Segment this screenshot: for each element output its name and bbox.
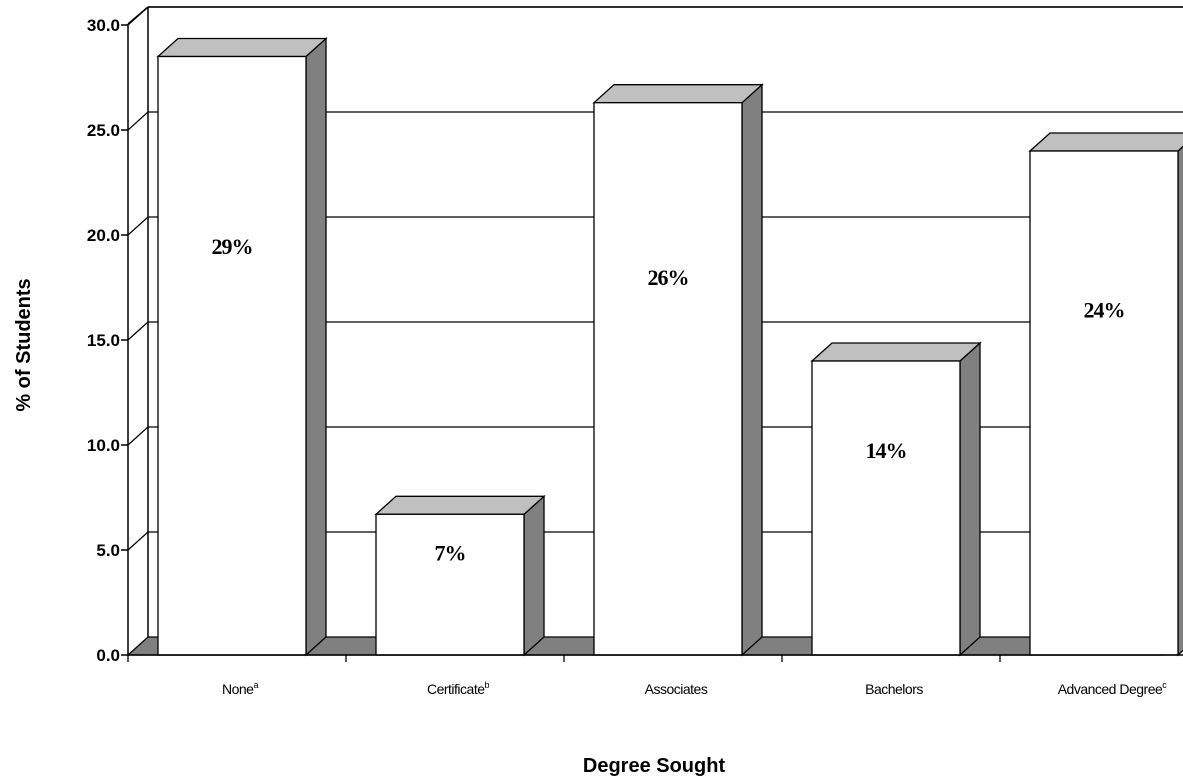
bar-face [593, 102, 743, 656]
x-category-label: Certificateb [427, 680, 490, 697]
x-category-label: Nonea [222, 680, 258, 697]
y-tick-label: 10.0 [87, 436, 120, 455]
category-name: Certificate [427, 681, 485, 697]
bar-face [157, 55, 307, 656]
bar-face [811, 360, 961, 656]
x-category-labels: Nonea Certificateb Associates Bachelors Adva… [222, 680, 1168, 697]
category-name: Advanced Degree [1058, 681, 1163, 697]
bar-top [156, 37, 328, 58]
y-axis-depth [127, 6, 149, 25]
bar [156, 37, 328, 657]
bar [592, 83, 764, 657]
bar-side [523, 494, 545, 657]
category-footnote-marker: b [485, 680, 490, 690]
y-tick-labels: 0.0 5.0 10.0 15.0 20.0 25.0 30.0 [87, 16, 120, 665]
bar-side [741, 83, 763, 657]
data-label: 14% [866, 438, 907, 463]
axis-layer [121, 6, 1183, 662]
category-name: None [222, 681, 254, 697]
bar-face [375, 513, 525, 656]
y-tick-label: 0.0 [96, 646, 120, 665]
y-tick-label: 15.0 [87, 331, 120, 350]
data-label: 26% [648, 265, 689, 290]
bar-top [1028, 132, 1183, 152]
gridline-side [127, 426, 149, 446]
x-axis-title: Degree Sought [583, 755, 726, 777]
bar-top [374, 495, 546, 515]
gridline-side [127, 111, 149, 131]
data-labels: 29% 7% 26% 14% 24% [212, 234, 1126, 566]
bars-layer [156, 37, 1183, 657]
bar-side [305, 37, 327, 657]
gridline-side [127, 531, 149, 551]
category-name: Bachelors [865, 681, 923, 697]
y-tick-label: 25.0 [87, 121, 120, 140]
category-footnote-marker: a [253, 680, 258, 690]
y-tick-label: 20.0 [87, 226, 120, 245]
data-label: 7% [435, 541, 466, 566]
y-tick-label: 5.0 [96, 541, 120, 560]
gridline-side [127, 216, 149, 236]
x-category-label: Advanced Degreec [1058, 680, 1168, 697]
x-category-label: Associates [645, 681, 708, 697]
bar [810, 341, 982, 657]
gridline-side [127, 321, 149, 341]
bar-top [592, 84, 764, 104]
y-tick-label: 30.0 [87, 16, 120, 35]
x-category-label: Bachelors [865, 681, 923, 697]
bar-top [810, 342, 982, 362]
bar [374, 494, 546, 657]
category-name: Associates [645, 681, 708, 697]
category-footnote-marker: c [1162, 680, 1167, 690]
bar-side [1177, 145, 1183, 657]
bar-face [1029, 150, 1179, 656]
data-label: 29% [212, 234, 253, 259]
bar [1028, 132, 1183, 657]
data-label: 24% [1084, 297, 1125, 322]
y-axis-title: % of Students [13, 278, 35, 411]
bar-side [959, 341, 981, 657]
